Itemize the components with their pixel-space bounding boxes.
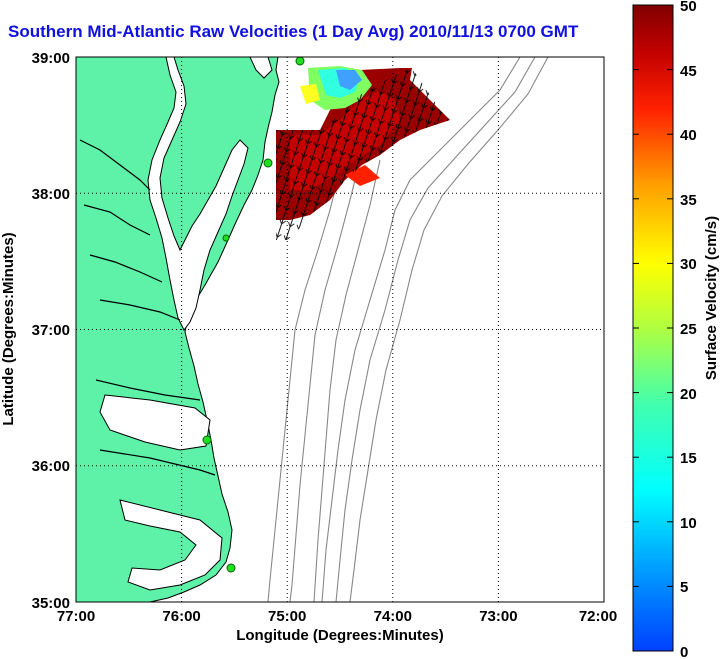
- colorbar: 50 45 40 35 30 25 20 15 10 5 0 Surface V…: [632, 0, 720, 659]
- velocity-field: [276, 66, 450, 240]
- colorbar-tick: 20: [680, 386, 697, 403]
- y-tick: 38:00: [32, 186, 70, 203]
- delaware-bay: [249, 57, 273, 79]
- x-tick: 74:00: [374, 608, 412, 625]
- x-tick: 73:00: [479, 608, 517, 625]
- x-axis: 77:00 76:00 75:00 74:00 73:00 72:00 Long…: [57, 608, 617, 644]
- pamlico-sound: [99, 394, 223, 591]
- grid-lines: [76, 57, 604, 602]
- x-axis-label: Longitude (Degrees:Minutes): [236, 627, 444, 644]
- colorbar-tick: 45: [680, 63, 697, 80]
- y-axis-label: Latitude (Degrees:Minutes): [0, 232, 17, 425]
- colorbar-tick: 15: [680, 450, 697, 467]
- map-title: Southern Mid-Atlantic Raw Velocities (1 …: [8, 22, 579, 41]
- colorbar-label: Surface Velocity (cm/s): [703, 216, 720, 380]
- colorbar-gradient: [632, 4, 674, 652]
- bathymetry-contours: [267, 57, 549, 602]
- plot-frame: [75, 56, 605, 603]
- colorbar-tick: 0: [680, 644, 688, 659]
- colorbar-tick: 30: [680, 256, 697, 273]
- y-tick: 37:00: [32, 322, 70, 339]
- colorbar-tick: 10: [680, 515, 697, 532]
- x-tick: 75:00: [268, 608, 306, 625]
- rivers: [79, 139, 216, 476]
- chesapeake-bay: [147, 57, 249, 331]
- y-tick: 36:00: [32, 458, 70, 475]
- y-tick: 35:00: [32, 595, 70, 612]
- colorbar-tick: 35: [680, 192, 697, 209]
- colorbar-tick: 25: [680, 321, 697, 338]
- radar-stations: [202, 57, 305, 573]
- colorbar-tick: 50: [680, 0, 697, 15]
- x-tick: 77:00: [57, 608, 95, 625]
- y-axis: 39:00 38:00 37:00 36:00 35:00 Latitude (…: [0, 50, 70, 612]
- x-tick: 76:00: [162, 608, 200, 625]
- colorbar-tick: 5: [680, 579, 688, 596]
- colorbar-tick: 40: [680, 127, 697, 144]
- y-tick: 39:00: [32, 50, 70, 67]
- x-tick: 72:00: [579, 608, 617, 625]
